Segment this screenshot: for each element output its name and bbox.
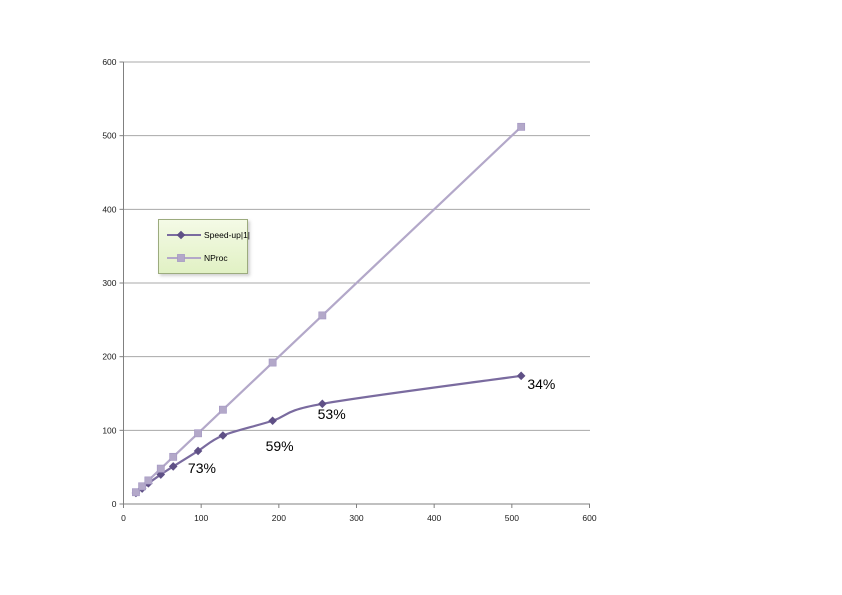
x-tick-label-0: 0 <box>121 513 126 523</box>
speed-up-1-marker-64 <box>168 462 178 471</box>
nproc-marker-32 <box>144 476 153 485</box>
efficiency-label-3: 34% <box>527 376 555 392</box>
x-tick-label-100: 100 <box>194 513 208 523</box>
y-tick-label-300: 300 <box>102 278 116 288</box>
nproc-marker-128 <box>219 405 227 414</box>
legend-label-nproc: NProc <box>204 252 228 263</box>
legend-label-speedup: Speed-up|1| <box>204 230 251 241</box>
speed-up-1-series <box>131 371 526 498</box>
speed-up-1-marker-192 <box>268 416 277 426</box>
speed-up-1-marker-128 <box>218 431 228 440</box>
nproc-marker-16 <box>132 488 140 497</box>
speedup-series-marker-icon <box>167 230 201 240</box>
y-tick-label-400: 400 <box>102 204 116 214</box>
legend-item-nproc: NProc <box>166 253 247 263</box>
y-tick-label-500: 500 <box>102 131 116 141</box>
nproc-marker-512 <box>517 122 526 131</box>
speed-up-1-marker-96 <box>193 446 203 456</box>
efficiency-label-0: 73% <box>188 460 216 476</box>
legend-sample-marker-1 <box>177 253 185 262</box>
y-tick-label-100: 100 <box>102 425 116 435</box>
legend-sample-marker-0 <box>176 230 186 240</box>
x-tick-label-400: 400 <box>427 513 441 523</box>
nproc-marker-256 <box>318 311 327 320</box>
speed-up-1-marker-512 <box>516 371 526 381</box>
speed-up-1-marker-256 <box>318 399 327 409</box>
nproc-series <box>132 122 526 497</box>
efficiency-label-2: 53% <box>318 406 346 422</box>
x-tick-label-300: 300 <box>349 513 363 523</box>
x-tick-label-500: 500 <box>505 513 519 523</box>
legend-item-speedup: Speed-up|1| <box>166 230 251 241</box>
nproc-marker-64 <box>169 452 178 461</box>
nproc-marker-48 <box>156 464 165 473</box>
x-tick-label-200: 200 <box>272 513 286 523</box>
efficiency-label-1: 59% <box>266 438 294 454</box>
y-tick-label-0: 0 <box>112 499 117 509</box>
y-tick-label-600: 600 <box>102 57 116 67</box>
nproc-marker-192 <box>268 358 277 367</box>
nproc-marker-24 <box>138 482 147 491</box>
chart-legend: Speed-up|1| NProc <box>158 219 251 274</box>
nproc-series-marker-icon <box>167 253 201 262</box>
nproc-line <box>134 125 523 494</box>
x-tick-label-600: 600 <box>582 513 596 523</box>
y-tick-label-200: 200 <box>102 352 116 362</box>
nproc-marker-96 <box>194 429 202 438</box>
